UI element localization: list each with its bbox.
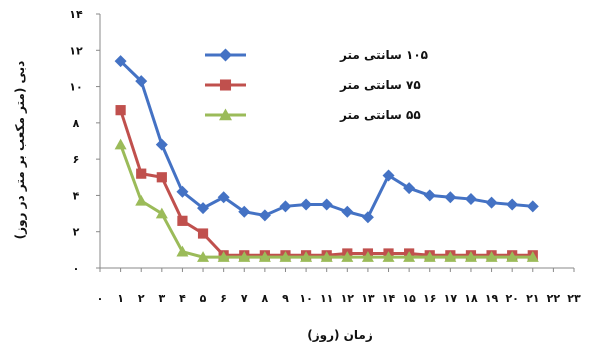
x-tick-label: ۱۴: [382, 292, 396, 305]
data-point: [382, 251, 395, 262]
y-tick-label: ۱۰: [69, 81, 82, 94]
x-tick-label: ۱۰: [299, 292, 312, 305]
x-tick-label: ۱۱: [320, 292, 333, 305]
series-layer: [114, 55, 539, 262]
data-point: [219, 79, 232, 91]
y-tick-label: ۴: [73, 189, 80, 202]
data-point: [136, 168, 147, 179]
data-point: [258, 209, 271, 222]
x-tick-label: ۵: [200, 292, 207, 305]
data-point: [279, 200, 292, 213]
data-point: [279, 251, 292, 262]
y-tick-label: ۸: [73, 117, 80, 130]
series-1: [114, 55, 539, 224]
legend-label: ۱۰۵ سانتی متر: [339, 48, 428, 62]
x-axis-title: زمان (روز): [307, 328, 373, 343]
x-tick-label: ۱۸: [464, 292, 478, 305]
data-point: [177, 215, 188, 226]
data-point: [197, 202, 210, 215]
data-point: [485, 196, 498, 209]
data-point: [176, 245, 189, 257]
series-3: [114, 138, 539, 262]
x-tick-label: ۹: [282, 292, 289, 305]
x-tick-label: ۸: [262, 292, 269, 305]
data-point: [526, 200, 539, 213]
y-tick-label: ۰: [73, 262, 80, 275]
axes: [99, 14, 574, 269]
y-tick-label: ۱۴: [69, 8, 83, 21]
data-point: [464, 251, 477, 262]
data-point: [115, 105, 126, 116]
y-tick-label: ۲: [73, 226, 80, 239]
x-tick-label: ۲۲: [547, 292, 561, 305]
data-point: [403, 251, 416, 262]
x-tick-label: ۱۵: [402, 292, 416, 305]
x-tick-label: ۲۱: [526, 292, 539, 305]
data-point: [341, 205, 354, 218]
data-point: [464, 193, 477, 206]
x-tick-label: ۶: [220, 292, 227, 305]
series-line: [119, 109, 533, 257]
x-tick-label: ۱۳: [361, 292, 375, 305]
x-tick-label: ۱۹: [485, 292, 499, 305]
legend-label: ۷۵ سانتی متر: [339, 78, 421, 92]
data-point: [176, 185, 189, 198]
data-point: [361, 211, 374, 224]
data-point: [485, 251, 498, 262]
data-point: [135, 194, 148, 206]
legend-item: ۷۵ سانتی متر: [205, 78, 421, 92]
data-point: [403, 182, 416, 195]
data-point: [320, 251, 333, 262]
data-point: [197, 228, 209, 239]
data-point: [156, 172, 167, 183]
x-tick-label: ۰: [97, 292, 104, 305]
data-point: [444, 191, 457, 204]
data-point: [444, 251, 457, 262]
data-point: [155, 138, 168, 151]
data-point: [258, 251, 271, 262]
data-point: [155, 207, 168, 219]
y-tick-label: ۱۲: [69, 44, 83, 57]
y-ticks: ۰ ۲ ۴ ۶ ۸ ۱۰ ۱۲ ۱۴: [69, 8, 100, 275]
data-point: [114, 55, 127, 68]
x-tick-label: ۷: [241, 292, 248, 305]
legend-item: ۱۰۵ سانتی متر: [205, 48, 428, 62]
data-point: [300, 251, 313, 262]
data-point: [341, 251, 354, 262]
data-point: [238, 205, 251, 218]
x-tick-label: ۱: [117, 292, 124, 305]
x-tick-label: ۲: [138, 292, 145, 305]
data-point: [423, 251, 436, 262]
data-point: [300, 198, 313, 211]
data-point: [361, 251, 374, 262]
x-tick-label: ۲۳: [567, 292, 581, 305]
legend: ۱۰۵ سانتی متر ۷۵ سانتی متر ۵۵ سانتی متر: [205, 48, 428, 122]
x-ticks: ۰ ۱ ۲ ۳ ۴ ۵ ۶ ۷ ۸ ۹ ۱۰ ۱۱ ۱۲ ۱۳ ۱۴ ۱۵ ۱۶ ۱۷ ۱۸ ۱۹ ۲۰ ۲۱ ۲۲ ۲۳: [97, 268, 581, 305]
legend-label: ۵۵ سانتی متر: [339, 108, 421, 122]
data-point: [217, 191, 230, 204]
data-point: [219, 48, 232, 62]
x-tick-label: ۱۷: [444, 292, 458, 305]
data-point: [219, 108, 232, 121]
data-point: [238, 251, 251, 262]
y-axis-title: دبی (متر مکعب بر متر در روز): [13, 61, 28, 240]
x-tick-label: ۱۶: [423, 292, 436, 305]
x-tick-label: ۳: [158, 292, 165, 305]
data-point: [320, 198, 333, 211]
data-point: [217, 251, 230, 262]
legend-item: ۵۵ سانتی متر: [205, 108, 421, 122]
data-point: [506, 198, 519, 211]
data-point: [506, 251, 519, 262]
data-point: [382, 169, 395, 182]
x-tick-label: ۲۰: [505, 292, 518, 305]
x-tick-label: ۴: [179, 292, 186, 305]
data-point: [423, 189, 436, 202]
data-point: [114, 138, 127, 150]
data-point: [197, 251, 210, 262]
data-point: [526, 251, 539, 262]
x-tick-label: ۱۲: [341, 292, 355, 305]
y-tick-label: ۶: [73, 153, 80, 166]
data-point: [135, 75, 148, 88]
